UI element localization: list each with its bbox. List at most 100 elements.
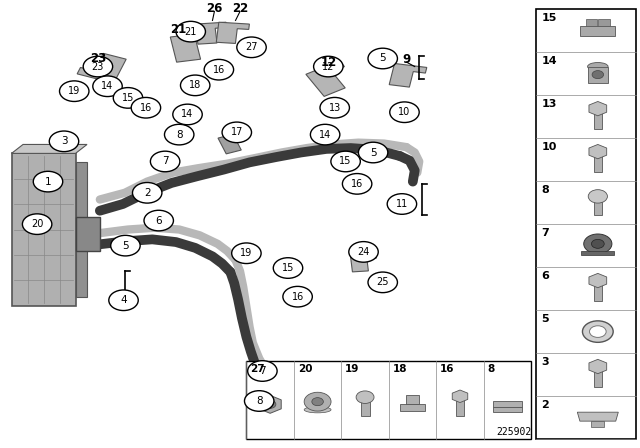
Bar	[591, 421, 604, 427]
Circle shape	[132, 182, 162, 203]
Text: 5: 5	[370, 147, 376, 158]
Ellipse shape	[304, 407, 331, 413]
Bar	[580, 26, 615, 36]
Bar	[581, 251, 614, 255]
Text: 15: 15	[339, 156, 352, 167]
Circle shape	[131, 98, 161, 118]
Text: 16: 16	[212, 65, 225, 75]
Text: 21: 21	[170, 23, 186, 36]
Polygon shape	[452, 390, 468, 403]
Polygon shape	[589, 359, 607, 374]
Text: 21: 21	[184, 26, 197, 37]
Text: 14: 14	[541, 56, 557, 66]
Polygon shape	[77, 53, 126, 83]
Bar	[406, 396, 419, 405]
Circle shape	[111, 235, 140, 256]
Circle shape	[358, 142, 388, 163]
Circle shape	[591, 239, 604, 248]
Text: 3: 3	[541, 357, 549, 366]
Polygon shape	[12, 144, 87, 153]
Text: 27: 27	[245, 42, 258, 52]
Circle shape	[589, 326, 606, 337]
Text: 20: 20	[298, 364, 312, 374]
Circle shape	[33, 171, 63, 192]
Bar	[594, 113, 602, 129]
Text: 18: 18	[189, 80, 202, 90]
Text: 5: 5	[541, 314, 549, 324]
Bar	[594, 371, 602, 387]
Text: 5: 5	[122, 241, 129, 250]
Text: 17: 17	[230, 127, 243, 138]
Text: 10: 10	[398, 107, 411, 117]
Text: 12: 12	[320, 56, 337, 69]
Circle shape	[232, 243, 261, 263]
Text: 7: 7	[259, 366, 266, 376]
Text: 7: 7	[162, 156, 168, 167]
Circle shape	[592, 71, 604, 79]
Circle shape	[150, 151, 180, 172]
Text: 13: 13	[328, 103, 341, 113]
Circle shape	[273, 258, 303, 278]
Polygon shape	[577, 412, 618, 421]
Text: 19: 19	[240, 248, 253, 258]
Polygon shape	[589, 102, 607, 116]
Polygon shape	[216, 22, 250, 43]
Text: 12: 12	[322, 61, 335, 72]
Circle shape	[312, 398, 323, 406]
Circle shape	[93, 76, 122, 97]
Bar	[493, 407, 522, 413]
Circle shape	[60, 81, 89, 102]
Circle shape	[342, 173, 372, 194]
Polygon shape	[589, 144, 607, 159]
Text: 25: 25	[376, 277, 389, 287]
Text: 7: 7	[541, 228, 549, 238]
Bar	[493, 401, 522, 407]
Polygon shape	[218, 132, 244, 154]
Text: 8: 8	[541, 185, 549, 195]
Bar	[598, 19, 610, 26]
Circle shape	[22, 214, 52, 234]
Polygon shape	[589, 273, 607, 288]
Circle shape	[248, 361, 277, 381]
Circle shape	[244, 391, 274, 411]
Circle shape	[283, 286, 312, 307]
Text: 4: 4	[120, 295, 127, 305]
Text: 10: 10	[541, 142, 557, 152]
Circle shape	[237, 37, 266, 58]
Circle shape	[180, 75, 210, 96]
Text: 16: 16	[291, 292, 304, 302]
Text: 225902: 225902	[496, 427, 531, 437]
Text: 15: 15	[122, 93, 134, 103]
Text: 11: 11	[396, 199, 408, 209]
Polygon shape	[259, 396, 281, 414]
Circle shape	[176, 22, 205, 42]
Bar	[456, 400, 464, 416]
Text: 8: 8	[488, 364, 495, 374]
Text: 2: 2	[144, 188, 150, 198]
Polygon shape	[350, 254, 376, 272]
Bar	[588, 67, 608, 83]
Text: 14: 14	[101, 81, 114, 91]
Circle shape	[368, 272, 397, 293]
Text: 24: 24	[357, 247, 370, 257]
Bar	[76, 217, 100, 251]
Bar	[594, 285, 602, 301]
Polygon shape	[170, 32, 211, 62]
Circle shape	[314, 56, 343, 77]
Bar	[594, 156, 602, 172]
Text: 27: 27	[250, 364, 265, 374]
Text: 23: 23	[92, 61, 104, 72]
Circle shape	[331, 151, 360, 172]
Text: 14: 14	[181, 109, 194, 120]
Text: 16: 16	[140, 103, 152, 113]
Circle shape	[264, 401, 276, 409]
Text: 22: 22	[232, 2, 248, 15]
Text: 13: 13	[541, 99, 557, 109]
Bar	[360, 401, 369, 416]
Polygon shape	[195, 22, 227, 44]
Circle shape	[222, 122, 252, 142]
Circle shape	[304, 392, 331, 411]
Circle shape	[387, 194, 417, 214]
Bar	[12, 153, 76, 306]
Text: 5: 5	[380, 53, 386, 64]
